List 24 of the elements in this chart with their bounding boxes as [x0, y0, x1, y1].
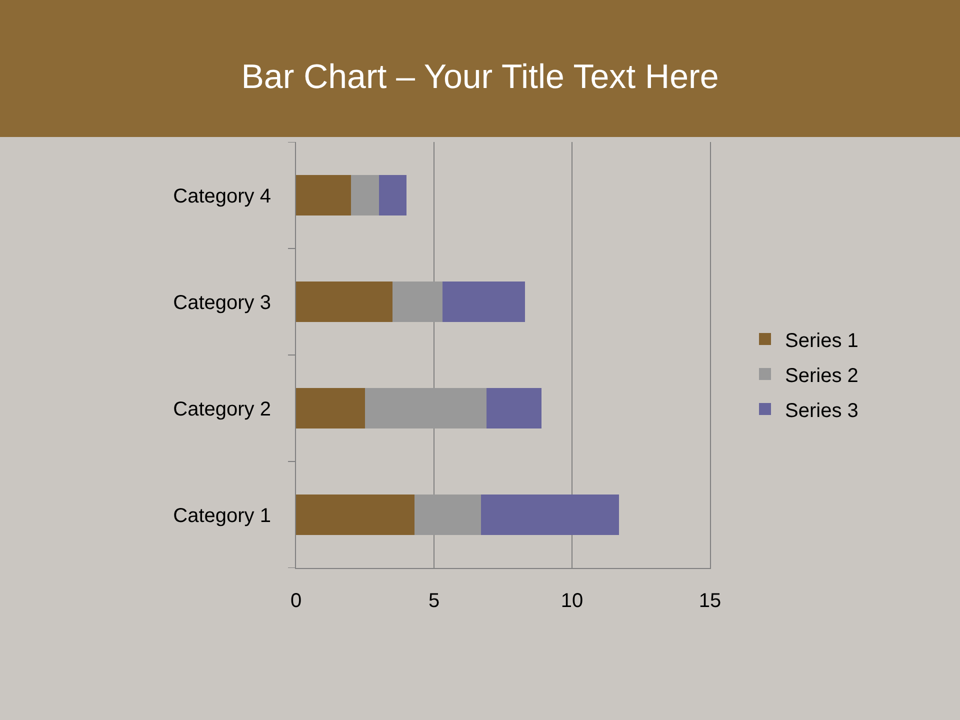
x-tick-label: 15 [698, 590, 722, 612]
bar [486, 388, 542, 428]
bar [392, 282, 442, 322]
x-tick-label: 0 [290, 590, 302, 612]
x-tick-label: 10 [560, 590, 584, 612]
bar [480, 494, 619, 535]
y-tick-label: Category 2 [173, 398, 271, 420]
bar [442, 282, 526, 322]
bar [365, 388, 486, 428]
y-tick-label: Category 3 [173, 292, 271, 314]
bar [296, 494, 415, 535]
legend-label: Series 1 [785, 330, 858, 352]
legend-label: Series 2 [785, 364, 858, 387]
bar [414, 494, 481, 535]
x-tick-label: 5 [428, 590, 440, 612]
y-tick-label: Category 4 [173, 185, 271, 208]
bar [351, 175, 379, 216]
bar [296, 175, 352, 216]
bar [296, 282, 393, 322]
bar [296, 388, 365, 428]
bar [378, 175, 406, 216]
y-tick-label: Category 1 [173, 504, 271, 527]
chart-title: Bar Chart – Your Title Text Here [241, 58, 719, 96]
legend-label: Series 3 [785, 400, 858, 422]
